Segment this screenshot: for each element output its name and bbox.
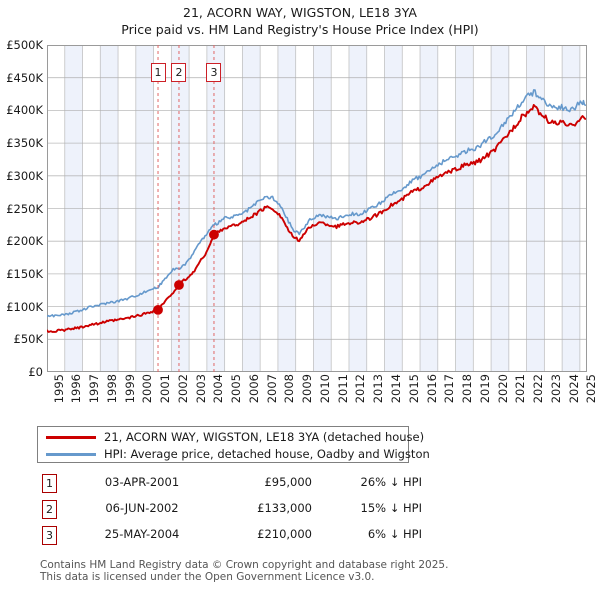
x-axis-tick-label: 2002 <box>175 374 190 404</box>
y-axis-tick-label: £200K <box>6 234 43 249</box>
transaction-hpi-delta: 15% ↓ HPI <box>360 501 422 515</box>
x-axis-tick-label: 2000 <box>140 374 155 404</box>
sale-marker-point[interactable] <box>174 280 184 290</box>
y-axis-tick-label: £400K <box>6 103 43 118</box>
y-axis-tick-label: £100K <box>6 299 43 314</box>
transaction-hpi-delta: 6% ↓ HPI <box>367 527 422 541</box>
x-axis-tick-label: 2023 <box>548 374 563 404</box>
y-axis-tick-label: £50K <box>13 332 44 347</box>
table-row[interactable]: 2 06-JUN-2002 £133,000 15% ↓ HPI <box>37 498 457 524</box>
transaction-date: 25-MAY-2004 <box>104 527 180 541</box>
x-axis-tick-label: 2016 <box>424 374 439 404</box>
chart-svg <box>47 45 587 372</box>
transaction-index-badge[interactable]: 3 <box>42 526 57 545</box>
line-swatch-red <box>46 436 96 439</box>
legend-item-label: 21, ACORN WAY, WIGSTON, LE18 3YA (detach… <box>104 430 425 444</box>
x-axis-tick-label: 1995 <box>51 374 66 404</box>
x-axis-tick-label: 2003 <box>193 374 208 404</box>
y-axis-tick-label: £500K <box>6 38 43 52</box>
x-axis-tick-label: 2007 <box>264 374 279 404</box>
x-axis-tick-label: 2021 <box>513 374 528 404</box>
sale-marker-label-2[interactable]: 2 <box>171 63 187 82</box>
transaction-price: £210,000 <box>257 527 312 541</box>
transaction-price: £133,000 <box>257 501 312 515</box>
x-axis-tick-label: 2004 <box>211 374 226 404</box>
x-axis-tick-label: 2019 <box>477 374 492 404</box>
x-axis-tick-label: 2014 <box>389 374 403 404</box>
footer-line-2: This data is licensed under the Open Gov… <box>40 571 375 583</box>
plot-frame <box>47 45 587 372</box>
x-axis-tick-label: 2005 <box>229 374 244 404</box>
y-axis-tick-label: £150K <box>6 266 43 281</box>
page-title: 21, ACORN WAY, WIGSTON, LE18 3YA <box>183 5 417 20</box>
sale-marker-point[interactable] <box>209 229 219 240</box>
x-axis-tick-label: 2015 <box>406 374 421 404</box>
x-axis-tick-label: 2025 <box>584 374 599 404</box>
chart-legend: 21, ACORN WAY, WIGSTON, LE18 3YA (detach… <box>37 426 430 463</box>
page-subtitle: Price paid vs. HM Land Registry's House … <box>121 22 479 37</box>
x-axis-tick-label: 1999 <box>122 374 137 404</box>
x-axis-tick-label: 1996 <box>69 374 84 404</box>
x-axis-tick-label: 2010 <box>317 374 332 404</box>
x-axis-tick-label: 2008 <box>282 374 297 404</box>
sale-marker-point[interactable] <box>153 304 163 315</box>
transaction-index-badge[interactable]: 2 <box>42 500 57 519</box>
transaction-index-badge[interactable]: 1 <box>42 474 57 493</box>
transaction-date: 03-APR-2001 <box>104 475 180 489</box>
legend-item: 21, ACORN WAY, WIGSTON, LE18 3YA (detach… <box>38 428 424 446</box>
y-axis-labels: £0 £50K £100K £150K £200K £250K £300K £350K £400… <box>0 38 44 379</box>
y-axis-tick-label: £250K <box>6 201 43 216</box>
x-axis-labels: 1995 1996 1997 1998 1999 2000 2001 2002 2003 2004… <box>47 374 599 422</box>
footer-attribution: Contains HM Land Registry data © Crown c… <box>40 559 580 583</box>
footer-line-1: Contains HM Land Registry data © Crown c… <box>40 559 449 571</box>
x-axis-tick-label: 2018 <box>460 374 475 404</box>
x-axis-tick-label: 2022 <box>531 374 546 404</box>
legend-item-label: HPI: Average price, detached house, Oadb… <box>104 447 430 461</box>
x-axis-tick-label: 2001 <box>158 374 173 404</box>
x-axis-tick-label: 2020 <box>495 374 510 404</box>
x-axis-tick-label: 2011 <box>335 374 350 404</box>
y-axis-tick-label: £300K <box>6 168 43 183</box>
transactions-table: 1 03-APR-2001 £95,000 26% ↓ HPI 2 06-JUN-2002… <box>37 472 457 550</box>
series-line-hpi <box>47 89 587 318</box>
table-row[interactable]: 1 03-APR-2001 £95,000 26% ↓ HPI <box>37 472 457 498</box>
chart-title-block: 21, ACORN WAY, WIGSTON, LE18 3YA Price p… <box>0 4 600 38</box>
y-axis-tick-label: £450K <box>6 70 43 85</box>
y-axis-tick-label: £0 <box>28 365 43 379</box>
sale-marker-label-3[interactable]: 3 <box>206 63 222 82</box>
legend-item: HPI: Average price, detached house, Oadb… <box>38 445 430 463</box>
x-axis-tick-label: 2024 <box>566 374 581 404</box>
series-line-price-paid <box>47 104 587 333</box>
x-axis-tick-label: 2006 <box>246 374 261 404</box>
table-row[interactable]: 3 25-MAY-2004 £210,000 6% ↓ HPI <box>37 524 457 550</box>
x-axis-tick-label: 2017 <box>442 374 457 404</box>
transaction-price: £95,000 <box>264 475 312 489</box>
y-axis-tick-label: £350K <box>6 136 43 151</box>
transaction-hpi-delta: 26% ↓ HPI <box>360 475 422 489</box>
x-axis-tick-label: 2009 <box>300 374 315 404</box>
x-axis-tick-label: 1998 <box>104 374 119 404</box>
sale-marker-label-1[interactable]: 1 <box>150 63 166 82</box>
transaction-date: 06-JUN-2002 <box>105 501 179 515</box>
line-swatch-blue <box>46 453 96 456</box>
x-axis-tick-label: 2013 <box>371 374 386 404</box>
x-axis-tick-label: 2012 <box>353 374 368 404</box>
x-axis-tick-label: 1997 <box>87 374 102 404</box>
